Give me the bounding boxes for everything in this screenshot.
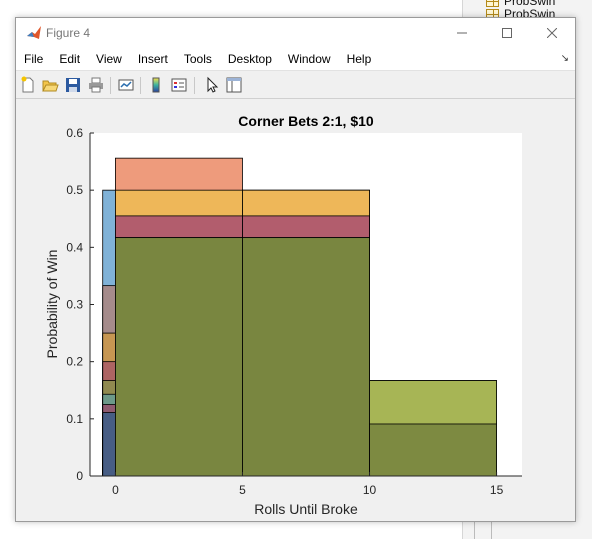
toolbar-separator: [110, 77, 111, 94]
y-tick-label: 0.1: [66, 412, 83, 426]
chart-title: Corner Bets 2:1, $10: [238, 113, 374, 129]
toolbar-separator: [140, 77, 141, 94]
x-tick-label: 10: [363, 483, 377, 497]
histogram-bar: [115, 237, 243, 477]
close-button[interactable]: [529, 18, 575, 48]
workspace-item[interactable]: ProbSwin: [486, 0, 555, 8]
y-tick-label: 0.3: [66, 298, 83, 312]
menu-edit[interactable]: Edit: [59, 52, 81, 66]
toolbar-separator: [194, 77, 195, 94]
histogram-bar: [102, 412, 116, 477]
save-icon[interactable]: [64, 76, 82, 94]
figure-window: Figure 4 File Edit View Insert Tools Des…: [15, 17, 576, 522]
pointer-icon[interactable]: [203, 76, 221, 94]
property-editor-icon[interactable]: [225, 76, 243, 94]
menu-insert[interactable]: Insert: [137, 52, 168, 66]
histogram-bar: [369, 423, 497, 477]
figure-toolbar: [16, 70, 575, 99]
y-tick-label: 0: [76, 469, 83, 483]
close-icon: [547, 28, 557, 38]
y-tick-label: 0.2: [66, 355, 83, 369]
matlab-logo-icon: [27, 26, 41, 39]
dock-arrow-icon[interactable]: ↘: [560, 53, 569, 64]
maximize-button[interactable]: [484, 18, 530, 48]
histogram-bar: [242, 237, 370, 477]
x-tick-label: 5: [239, 483, 246, 497]
menu-desktop[interactable]: Desktop: [227, 52, 272, 66]
x-axis-label: Rolls Until Broke: [254, 501, 358, 517]
plot-svg: 0 5 10 15 0 0.1 0.2 0.3 0.4 0.5 0.6 Corner Bets 2:…: [44, 113, 522, 517]
x-tick-label: 0: [112, 483, 119, 497]
link-plot-icon[interactable]: [117, 76, 135, 94]
x-tick-label: 15: [490, 483, 504, 497]
menu-help[interactable]: Help: [346, 52, 372, 66]
menu-bar: File Edit View Insert Tools Desktop Wind…: [16, 48, 575, 70]
title-bar[interactable]: Figure 4: [16, 18, 575, 48]
menu-window[interactable]: Window: [287, 52, 331, 66]
minimize-button[interactable]: [439, 18, 485, 48]
bars-group: [102, 157, 497, 477]
ticks-group: 0 5 10 15 0 0.1 0.2 0.3 0.4 0.5 0.6: [66, 126, 503, 497]
variable-icon: [486, 0, 499, 7]
legend-icon[interactable]: [170, 76, 188, 94]
y-tick-label: 0.6: [66, 126, 83, 140]
window-title: Figure 4: [46, 26, 91, 40]
maximize-icon: [502, 28, 512, 38]
background-scrollbar: [474, 520, 492, 539]
menu-tools[interactable]: Tools: [183, 52, 212, 66]
minimize-icon: [457, 32, 467, 34]
y-tick-label: 0.5: [66, 183, 83, 197]
new-figure-icon[interactable]: [19, 76, 37, 94]
menu-view[interactable]: View: [96, 52, 122, 66]
workspace-item-label: ProbSwin: [504, 0, 556, 8]
open-file-icon[interactable]: [41, 76, 59, 94]
y-axis-label: Probability of Win: [44, 250, 60, 359]
y-tick-label: 0.4: [66, 240, 83, 254]
figure-canvas: 0 5 10 15 0 0.1 0.2 0.3 0.4 0.5 0.6 Corner Bets 2:…: [16, 99, 575, 521]
print-icon[interactable]: [87, 76, 105, 94]
menu-file[interactable]: File: [24, 52, 44, 66]
colorbar-icon[interactable]: [147, 76, 165, 94]
